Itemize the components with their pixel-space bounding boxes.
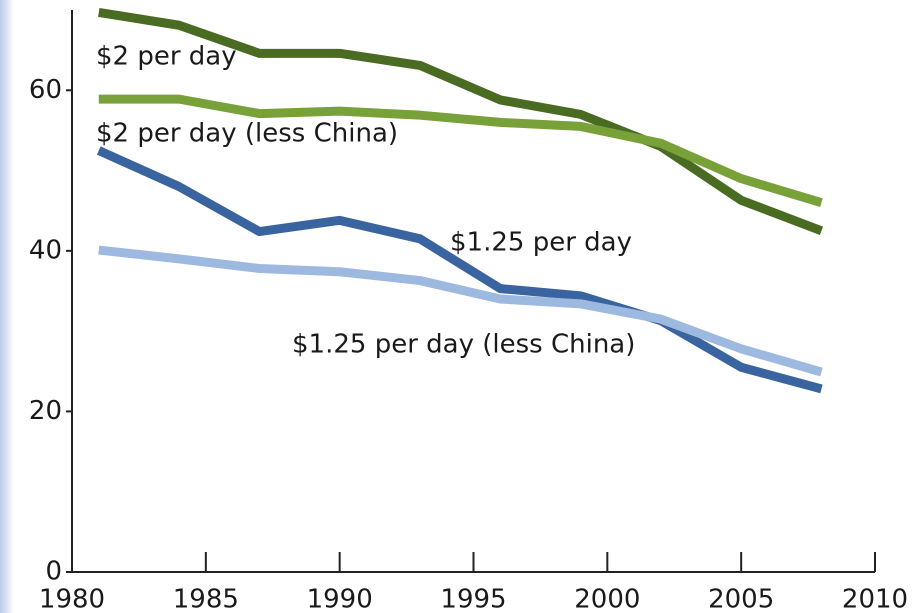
x-tick-label: 2000 <box>574 585 640 613</box>
x-tick-label: 2010 <box>842 585 908 613</box>
series-line <box>98 94 823 207</box>
x-tick-label: 2005 <box>708 585 774 613</box>
plot-area: 0 20 40 60 1980 1985 1990 1995 2000 2005 2010 <box>29 7 908 613</box>
series-line <box>96 146 823 394</box>
series-label: $1.25 per day <box>450 228 632 258</box>
x-tick-label: 1990 <box>307 585 373 613</box>
series-label: $1.25 per day (less China) <box>292 330 635 360</box>
series-line <box>98 7 824 235</box>
series-line <box>98 245 823 377</box>
x-tick-label: 1995 <box>440 585 506 613</box>
y-tick-label: 0 <box>45 557 62 587</box>
edge-decoration <box>0 0 14 613</box>
x-tick-label: 1980 <box>39 585 105 613</box>
y-tick-label: 60 <box>29 75 62 105</box>
x-tick-label: 1985 <box>173 585 239 613</box>
series-label: $2 per day <box>96 42 237 72</box>
y-tick-label: 20 <box>29 396 62 426</box>
y-tick-label: 40 <box>29 235 62 265</box>
series-label: $2 per day (less China) <box>96 119 398 149</box>
